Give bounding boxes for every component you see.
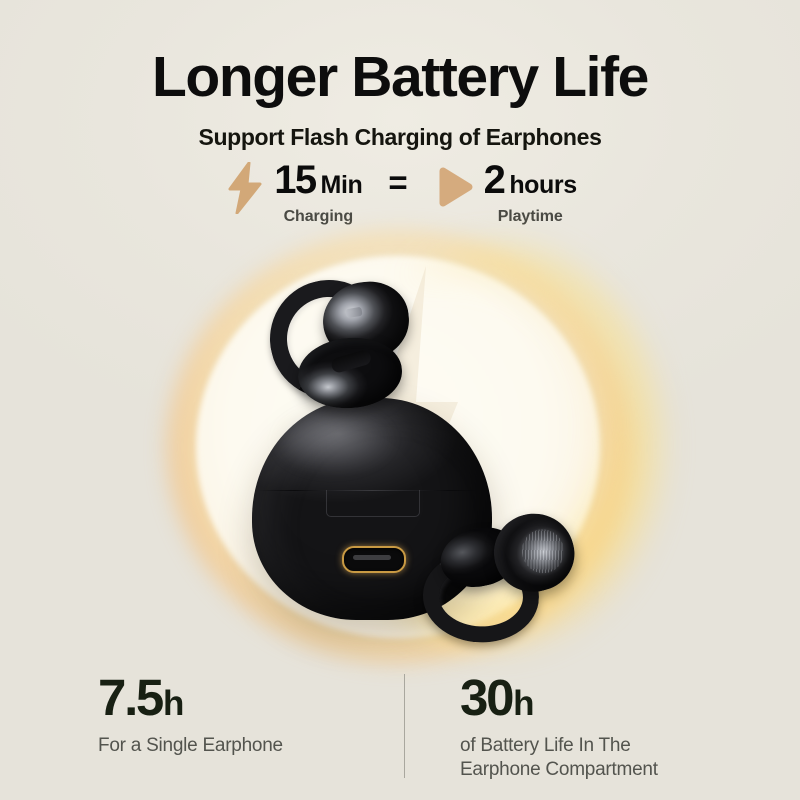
stat-single-earphone: 7.5 h For a Single Earphone: [98, 672, 283, 758]
charging-spec-row: 15 Min Charging = 2 hours Playtime: [0, 160, 800, 238]
earbud-top: [257, 267, 413, 412]
earbud-top-slot: [329, 348, 373, 375]
stat-compartment-caption: of Battery Life In The Earphone Compartm…: [460, 735, 658, 781]
playtime-spec: 2 hours Playtime: [433, 160, 577, 226]
charging-case: [252, 398, 492, 620]
playtime-number: 2: [483, 158, 506, 202]
stat-single-unit: h: [163, 684, 184, 723]
usb-c-pin: [353, 555, 391, 560]
playtime-unit: hours: [509, 171, 577, 199]
charging-caption: Charging: [283, 208, 354, 225]
charging-spec: 15 Min Charging: [223, 158, 363, 226]
stat-single-caption: For a Single Earphone: [98, 735, 283, 756]
battery-stats: 7.5 h For a Single Earphone 30 h of Batt…: [0, 672, 800, 790]
lightning-bolt-icon: [223, 161, 267, 219]
earbud-right-mesh: [516, 524, 569, 578]
page-title: Longer Battery Life: [152, 45, 649, 109]
earbud-right: [408, 504, 590, 645]
stat-single-value: 7.5 h: [98, 672, 283, 723]
playtime-value: 2 hours: [483, 158, 578, 202]
page-subtitle: Support Flash Charging of Earphones: [198, 124, 602, 150]
stat-compartment: 30 h of Battery Life In The Earphone Com…: [460, 672, 658, 783]
stat-compartment-value: 30 h: [460, 672, 658, 723]
stat-compartment-unit: h: [513, 684, 534, 723]
charging-spec-text: 15 Min Charging: [274, 158, 363, 226]
case-lid-seam: [258, 490, 486, 491]
charging-unit: Min: [320, 171, 363, 199]
case-highlight: [282, 414, 390, 470]
playtime-spec-text: 2 hours Playtime: [483, 158, 578, 226]
usb-c-port: [342, 546, 406, 573]
play-triangle-icon: [433, 162, 477, 219]
stat-compartment-number: 30: [460, 669, 514, 726]
stat-single-number: 7.5: [98, 669, 164, 726]
equals-sign: =: [388, 164, 407, 201]
charging-number: 15: [274, 158, 317, 202]
product-hero: [0, 226, 800, 672]
charging-value: 15 Min: [274, 158, 363, 202]
stats-divider: [404, 674, 405, 778]
playtime-caption: Playtime: [497, 208, 563, 225]
case-lid-notch: [326, 490, 420, 517]
